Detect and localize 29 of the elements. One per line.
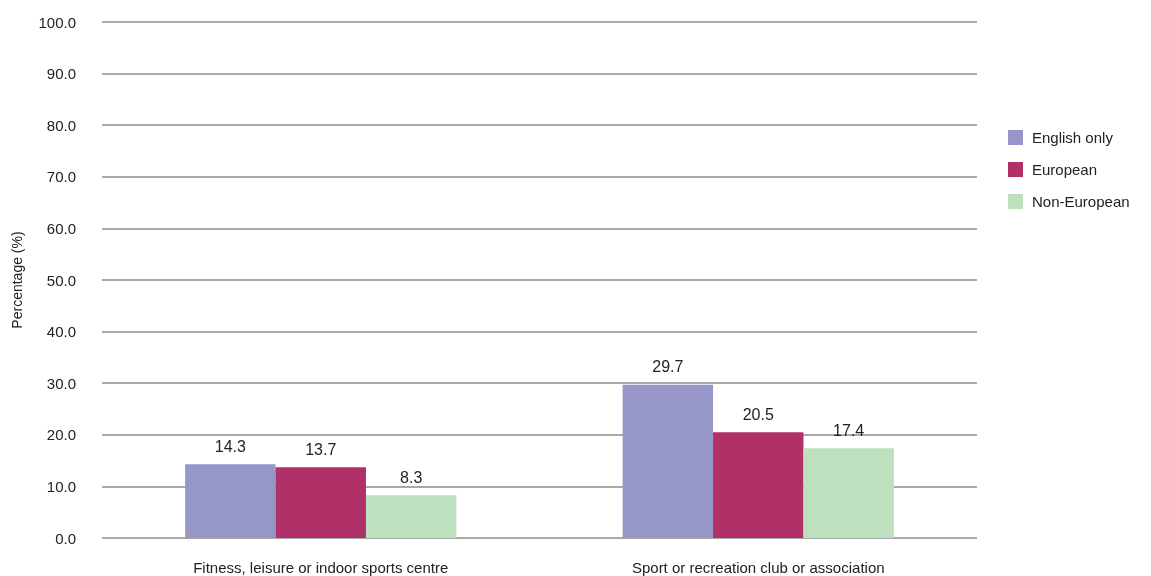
data-label: 14.3 [214,437,247,455]
data-label: 13.7 [305,440,337,458]
y-tick-label: 0.0 [55,529,76,547]
y-tick-label: 100.0 [38,13,76,31]
bar [365,495,457,538]
y-tick-label: 80.0 [46,116,76,134]
x-tick-label: Sport or recreation club or association [631,559,885,576]
bar [713,432,804,538]
bar [622,384,714,538]
x-tick-label: Fitness, leisure or indoor sports centre [193,559,449,576]
bar [275,467,366,538]
y-tick-label: 30.0 [46,374,76,392]
y-tick-label: 20.0 [46,426,76,444]
bar [803,448,894,538]
data-label: 17.4 [833,421,865,439]
data-label: 8.3 [400,468,423,486]
y-tick-label: 60.0 [46,219,76,237]
legend-label: Non-European [1032,193,1130,210]
data-label: 29.7 [652,358,684,376]
legend-label: English only [1032,129,1114,146]
legend-label: European [1032,161,1098,178]
y-tick-label: 90.0 [46,65,76,83]
y-tick-label: 50.0 [46,271,76,289]
y-tick-label: 70.0 [46,168,76,186]
data-label: 20.5 [742,405,774,423]
y-axis-title: Percentage (%) [9,231,25,329]
y-tick-label: 40.0 [46,323,76,341]
y-tick-label: 10.0 [46,477,76,495]
bar [185,464,276,538]
